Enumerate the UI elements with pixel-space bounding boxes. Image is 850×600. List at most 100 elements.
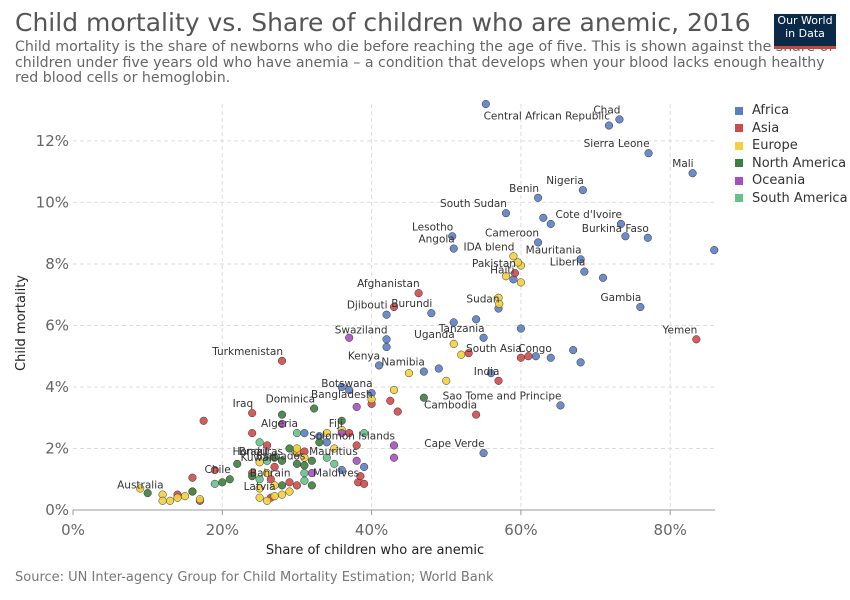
data-point[interactable]	[277, 419, 287, 428]
data-point[interactable]	[330, 459, 339, 468]
data-point[interactable]	[225, 475, 234, 484]
legend-item[interactable]: Europe	[735, 137, 848, 155]
data-point[interactable]	[580, 267, 589, 276]
data-point[interactable]	[255, 438, 264, 447]
data-point[interactable]	[604, 121, 614, 130]
data-point[interactable]	[255, 475, 264, 484]
data-point[interactable]	[510, 269, 519, 278]
data-point[interactable]	[598, 273, 608, 282]
data-point[interactable]	[263, 441, 272, 450]
data-point[interactable]	[330, 444, 339, 453]
data-point[interactable]	[710, 246, 719, 255]
data-point[interactable]	[210, 479, 219, 488]
data-point[interactable]	[188, 473, 197, 482]
data-point[interactable]	[292, 429, 302, 438]
data-point[interactable]	[389, 385, 399, 395]
data-point[interactable]	[516, 278, 525, 287]
data-point[interactable]	[248, 409, 257, 418]
data-point[interactable]	[367, 395, 376, 404]
data-point[interactable]	[352, 402, 361, 412]
data-point[interactable]	[479, 333, 488, 342]
data-point[interactable]	[277, 481, 287, 490]
data-point[interactable]	[165, 496, 175, 505]
data-point[interactable]	[644, 149, 653, 158]
data-point[interactable]	[479, 449, 488, 458]
data-point[interactable]	[389, 453, 399, 462]
data-point[interactable]	[404, 369, 413, 378]
data-point[interactable]	[248, 429, 257, 438]
data-point[interactable]	[270, 492, 279, 501]
data-point[interactable]	[534, 238, 543, 247]
data-point[interactable]	[248, 472, 257, 481]
data-point[interactable]	[255, 484, 264, 493]
data-point[interactable]	[375, 361, 384, 370]
data-point[interactable]	[636, 302, 645, 312]
data-point[interactable]	[414, 289, 423, 298]
data-point[interactable]	[419, 393, 428, 402]
data-point[interactable]	[501, 209, 511, 218]
data-point[interactable]	[516, 324, 525, 333]
data-point[interactable]	[360, 462, 369, 471]
data-point[interactable]	[486, 369, 496, 378]
data-point[interactable]	[495, 299, 504, 308]
data-point[interactable]	[546, 353, 555, 362]
data-point[interactable]	[285, 444, 294, 453]
data-point[interactable]	[277, 410, 287, 419]
data-point[interactable]	[300, 469, 309, 478]
data-point[interactable]	[263, 496, 272, 505]
data-point[interactable]	[345, 333, 354, 342]
data-point[interactable]	[449, 244, 458, 253]
data-point[interactable]	[389, 302, 399, 312]
legend-item[interactable]: South America	[735, 190, 848, 208]
data-point[interactable]	[509, 252, 518, 261]
data-point[interactable]	[621, 232, 630, 241]
data-point[interactable]	[188, 487, 197, 496]
data-point[interactable]	[337, 416, 346, 425]
legend-item[interactable]: Oceania	[735, 172, 848, 190]
data-point[interactable]	[501, 272, 511, 281]
data-point[interactable]	[494, 376, 503, 385]
data-point[interactable]	[315, 438, 324, 447]
data-point[interactable]	[310, 404, 319, 413]
data-point[interactable]	[419, 367, 428, 376]
data-point[interactable]	[382, 310, 391, 319]
data-point[interactable]	[143, 489, 152, 498]
data-point[interactable]	[352, 456, 361, 465]
data-point[interactable]	[158, 496, 167, 505]
data-point[interactable]	[516, 353, 525, 362]
data-point[interactable]	[448, 232, 457, 241]
data-point[interactable]	[180, 492, 190, 501]
data-point[interactable]	[322, 453, 331, 462]
data-point[interactable]	[578, 186, 587, 195]
data-point[interactable]	[345, 385, 354, 395]
data-point[interactable]	[277, 490, 287, 499]
data-point[interactable]	[360, 479, 369, 488]
data-point[interactable]	[569, 346, 578, 355]
data-point[interactable]	[322, 429, 331, 438]
data-point[interactable]	[210, 465, 219, 475]
data-point[interactable]	[615, 115, 624, 124]
data-point[interactable]	[199, 416, 208, 425]
data-point[interactable]	[481, 99, 490, 109]
data-point[interactable]	[449, 318, 458, 327]
legend-item[interactable]: North America	[735, 155, 848, 173]
data-point[interactable]	[218, 478, 227, 487]
data-point[interactable]	[556, 401, 565, 410]
data-point[interactable]	[546, 219, 555, 229]
legend-item[interactable]: Asia	[735, 120, 848, 138]
data-point[interactable]	[382, 335, 391, 344]
data-point[interactable]	[616, 219, 625, 229]
data-point[interactable]	[136, 484, 145, 493]
data-point[interactable]	[277, 456, 287, 465]
data-point[interactable]	[472, 315, 481, 324]
data-point[interactable]	[300, 461, 309, 470]
data-point[interactable]	[386, 396, 395, 405]
data-point[interactable]	[263, 469, 272, 478]
data-point[interactable]	[255, 493, 264, 502]
data-point[interactable]	[576, 358, 585, 367]
data-point[interactable]	[337, 465, 346, 475]
data-point[interactable]	[534, 193, 543, 202]
data-point[interactable]	[292, 459, 302, 468]
data-point[interactable]	[173, 493, 182, 502]
data-point[interactable]	[449, 339, 458, 348]
